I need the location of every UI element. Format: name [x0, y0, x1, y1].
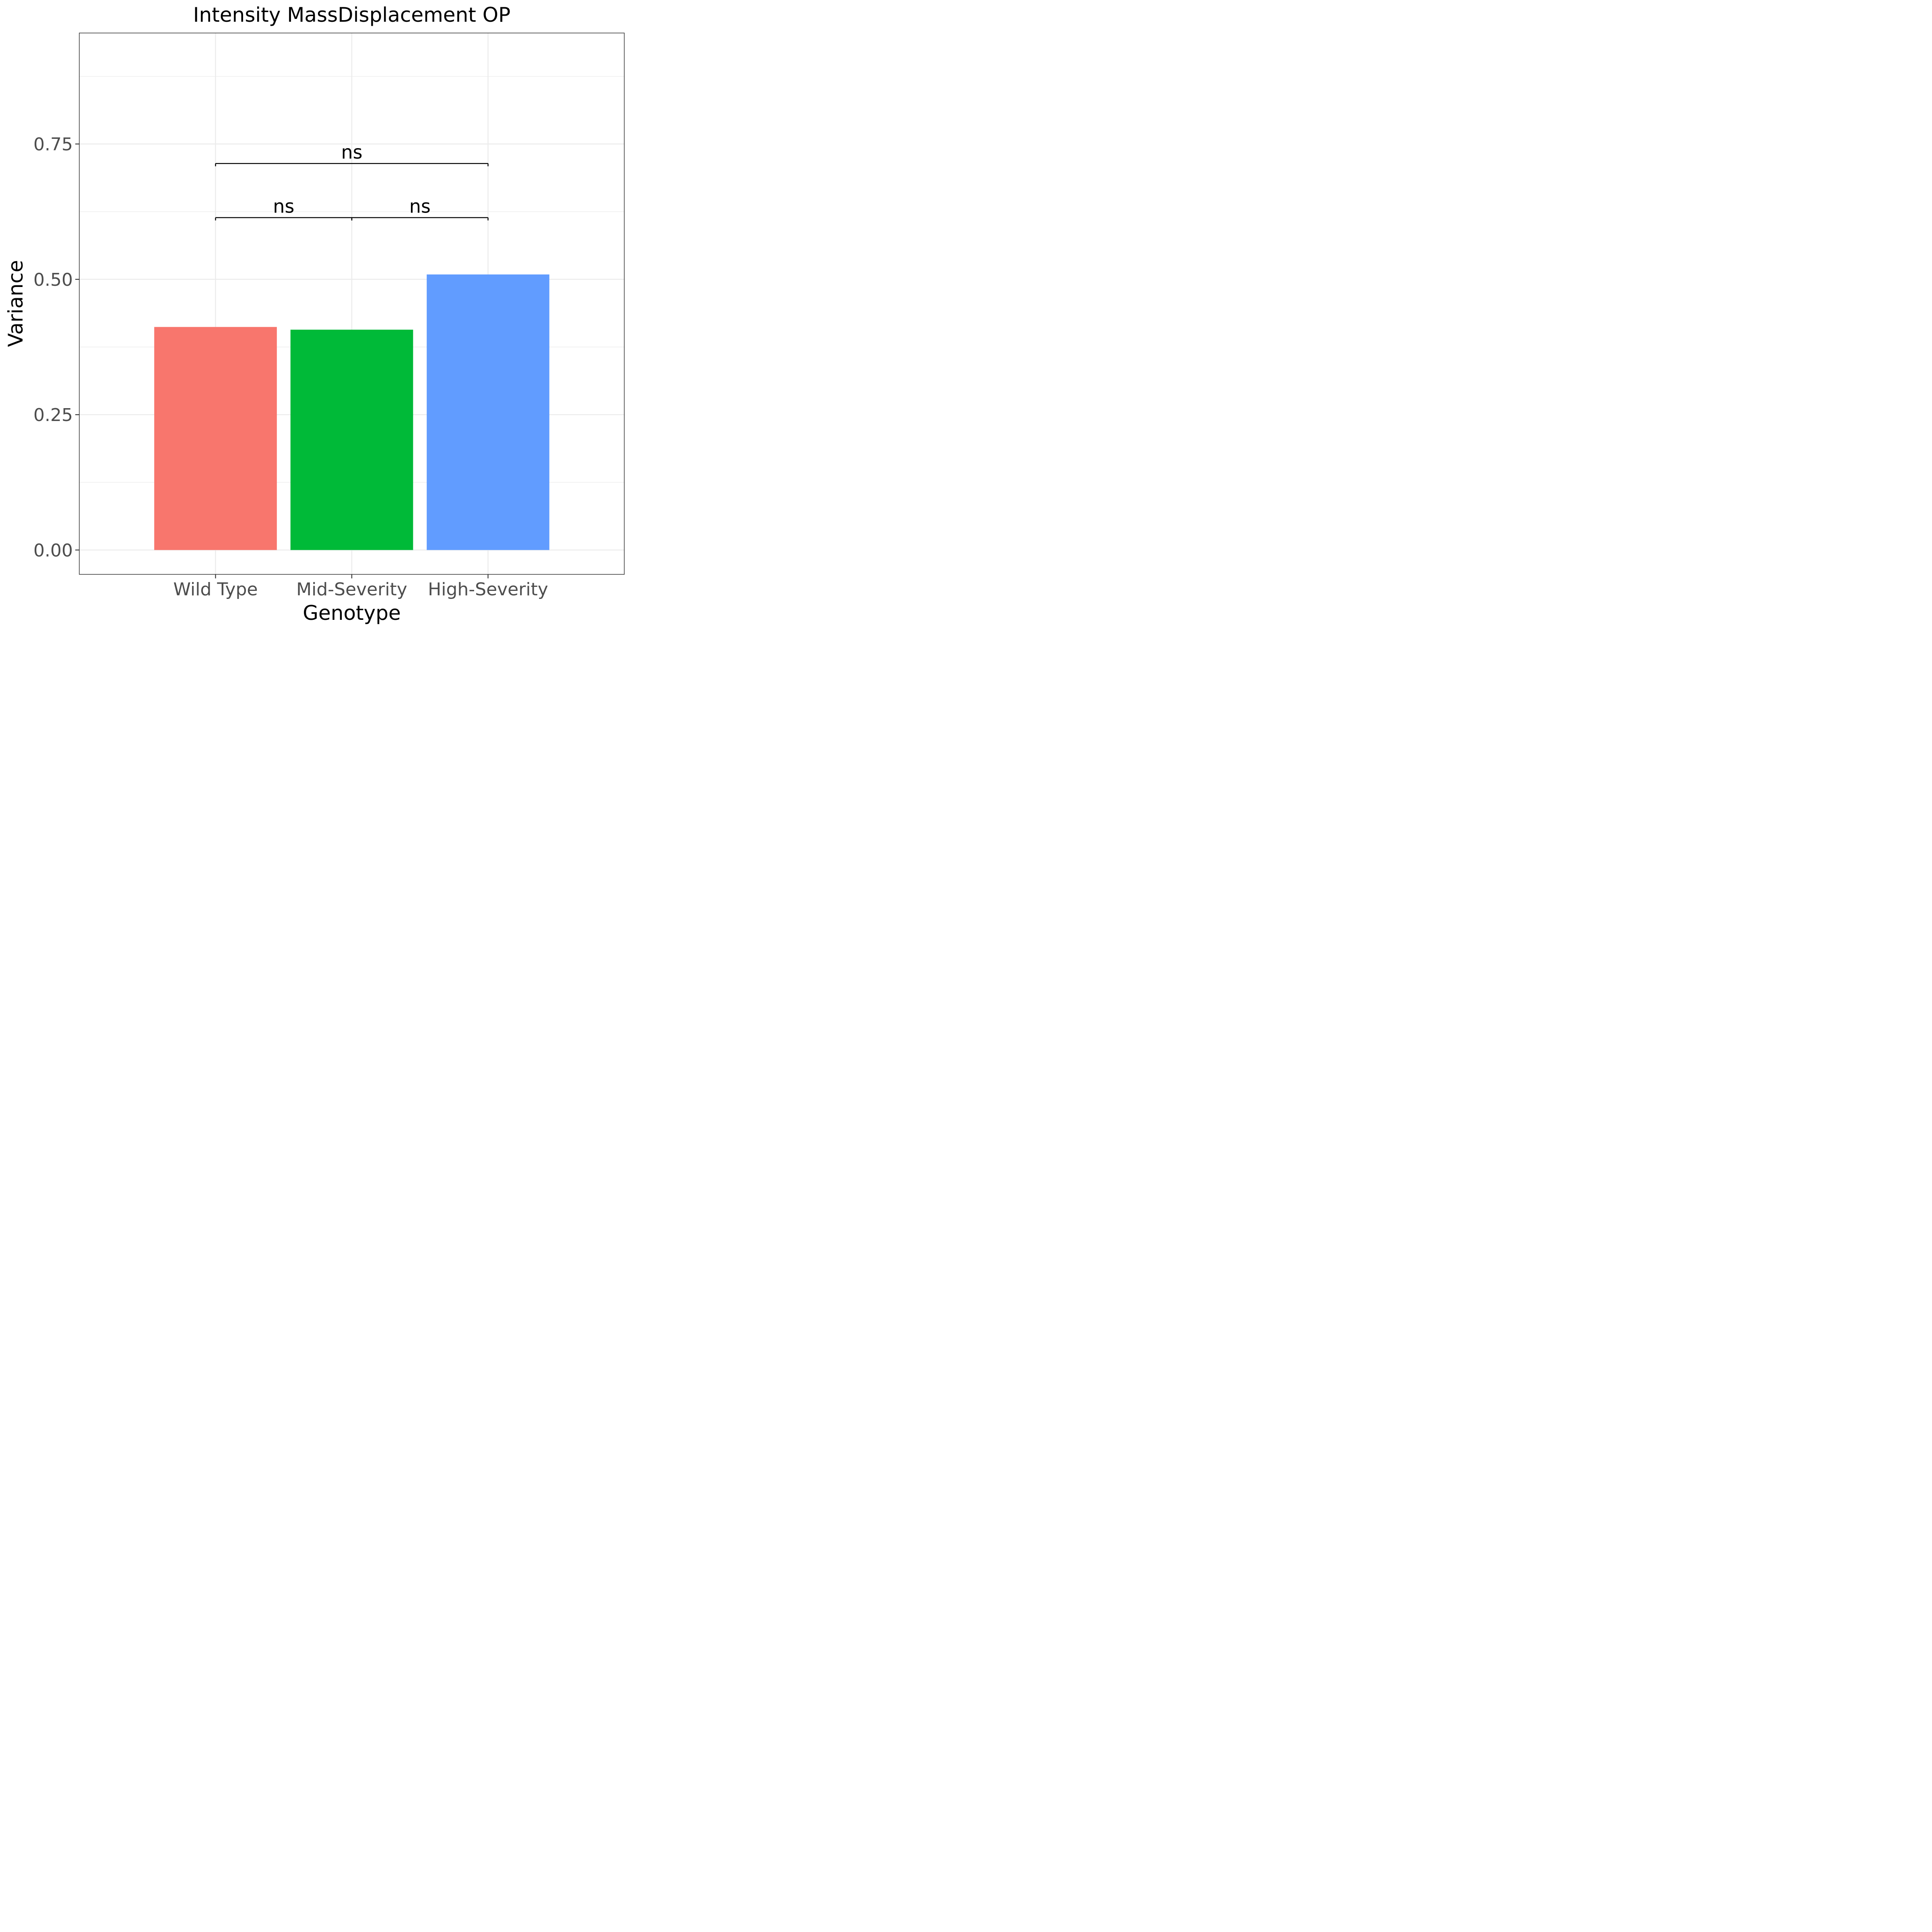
- significance-brackets: ns ns ns: [215, 141, 489, 221]
- x-axis: Wild Type Mid-Severity High-Severity: [173, 574, 548, 600]
- y-tick-label: 0.25: [33, 405, 73, 425]
- bar-chart: Intensity MassDisplacement OP ns ns ns 0.0…: [0, 0, 631, 631]
- bar-mid-severity: [290, 330, 413, 550]
- significance-label: ns: [409, 196, 431, 217]
- bar-high-severity: [427, 274, 549, 550]
- y-tick-label: 0.50: [33, 270, 73, 290]
- y-axis-title: Variance: [4, 260, 27, 347]
- bars: [154, 274, 549, 550]
- y-tick-label: 0.00: [33, 540, 73, 561]
- chart-title: Intensity MassDisplacement OP: [193, 3, 511, 27]
- x-axis-title: Genotype: [303, 601, 400, 625]
- x-tick-label: High-Severity: [428, 579, 548, 600]
- y-axis: 0.00 0.25 0.50 0.75: [33, 134, 79, 561]
- x-tick-label: Mid-Severity: [296, 579, 407, 600]
- significance-label: ns: [273, 196, 294, 217]
- y-tick-label: 0.75: [33, 134, 73, 155]
- significance-label: ns: [341, 141, 362, 163]
- bar-wild-type: [154, 327, 277, 550]
- x-tick-label: Wild Type: [173, 579, 258, 600]
